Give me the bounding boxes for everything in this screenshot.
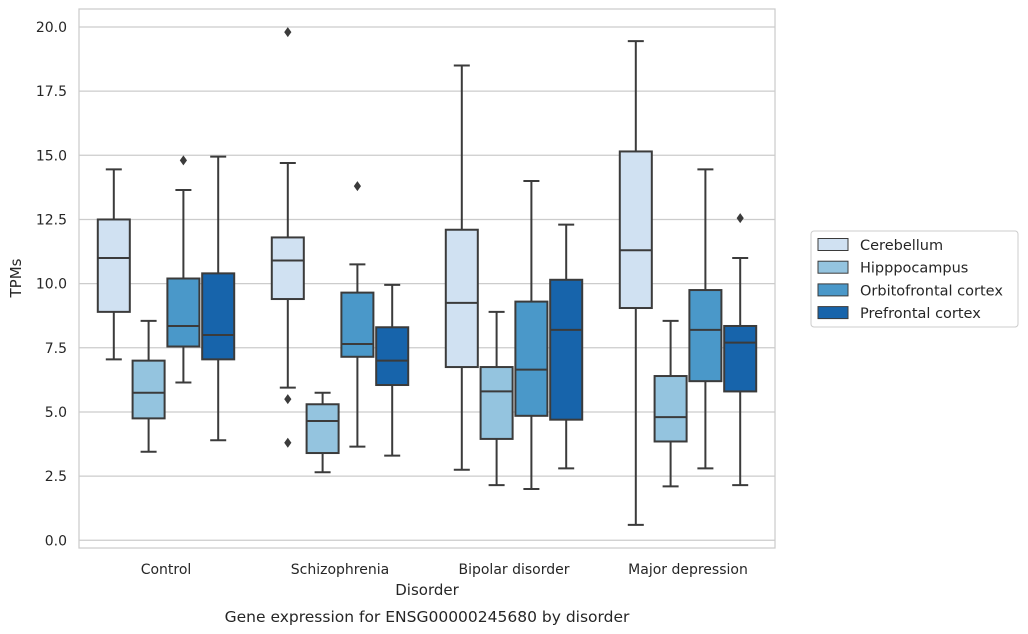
y-tick-labels: 0.0 2.5 5.0 7.5 10.0 12.5 15.0 17.5 20.0 [36, 20, 67, 549]
x-tick-labels: Control Schizophrenia Bipolar disorder Majo… [141, 562, 748, 578]
box-group [201, 155, 236, 442]
chart-caption: Gene expression for ENSG00000245680 by d… [225, 608, 630, 626]
legend: Cerebellum Hipppocampus Orbitofrontal cort… [810, 230, 1019, 328]
iqr-box [618, 150, 653, 310]
box-group [688, 168, 723, 470]
iqr-box [723, 324, 758, 393]
iqr-box [131, 359, 166, 420]
iqr-box [201, 272, 236, 361]
y-axis-title: TPMs [7, 258, 25, 298]
box-group [340, 181, 375, 448]
outlier-point [736, 213, 744, 224]
x-tick-label: Major depression [628, 562, 748, 578]
legend-swatch [817, 283, 849, 297]
iqr-box [340, 291, 375, 358]
box-groups [96, 27, 758, 526]
box-group [653, 319, 688, 488]
box-group [723, 213, 758, 487]
iqr-box [549, 278, 584, 421]
iqr-box [270, 236, 305, 301]
y-tick-label: 12.5 [36, 212, 67, 228]
legend-label: Prefrontal cortex [860, 306, 981, 322]
y-tick-label: 17.5 [36, 84, 67, 100]
box-group [375, 283, 410, 457]
y-tick-label: 5.0 [45, 405, 67, 421]
box-group [270, 27, 305, 448]
y-tick-label: 20.0 [36, 20, 67, 36]
x-tick-label: Bipolar disorder [458, 562, 569, 578]
x-axis-title: Disorder [395, 581, 459, 599]
iqr-box [444, 228, 479, 369]
legend-swatch [817, 306, 849, 320]
iqr-box [653, 375, 688, 443]
y-tick-label: 0.0 [45, 533, 67, 549]
iqr-box [305, 403, 340, 455]
iqr-box [479, 366, 514, 440]
iqr-box [96, 218, 131, 313]
y-tick-label: 2.5 [45, 469, 67, 485]
iqr-box [375, 326, 410, 387]
legend-label: Orbitofrontal cortex [860, 283, 1003, 299]
plot-frame [78, 8, 776, 549]
box-group [514, 179, 549, 490]
y-tick-label: 15.0 [36, 148, 67, 164]
legend-label: Cerebellum [860, 238, 943, 254]
legend-swatch [817, 260, 849, 274]
iqr-box [514, 300, 549, 417]
box-group [549, 223, 584, 470]
box-group [131, 319, 166, 453]
outlier-point [284, 437, 292, 448]
outlier-point [353, 181, 361, 192]
iqr-box [688, 289, 723, 383]
box-group [444, 64, 479, 471]
outlier-point [179, 155, 187, 166]
box-group [96, 168, 131, 361]
y-tick-label: 7.5 [45, 341, 67, 357]
box-group [166, 155, 201, 384]
outlier-point [284, 394, 292, 405]
y-tick-label: 10.0 [36, 277, 67, 293]
x-tick-label: Control [141, 562, 192, 578]
box-group [618, 40, 653, 526]
outlier-point [284, 27, 292, 38]
box-group [479, 310, 514, 487]
y-gridlines [79, 26, 775, 541]
legend-label: Hipppocampus [860, 261, 968, 277]
box-group [305, 391, 340, 474]
x-tick-label: Schizophrenia [291, 562, 389, 578]
legend-frame [810, 230, 1019, 328]
iqr-box [166, 277, 201, 348]
legend-swatch [817, 238, 849, 251]
